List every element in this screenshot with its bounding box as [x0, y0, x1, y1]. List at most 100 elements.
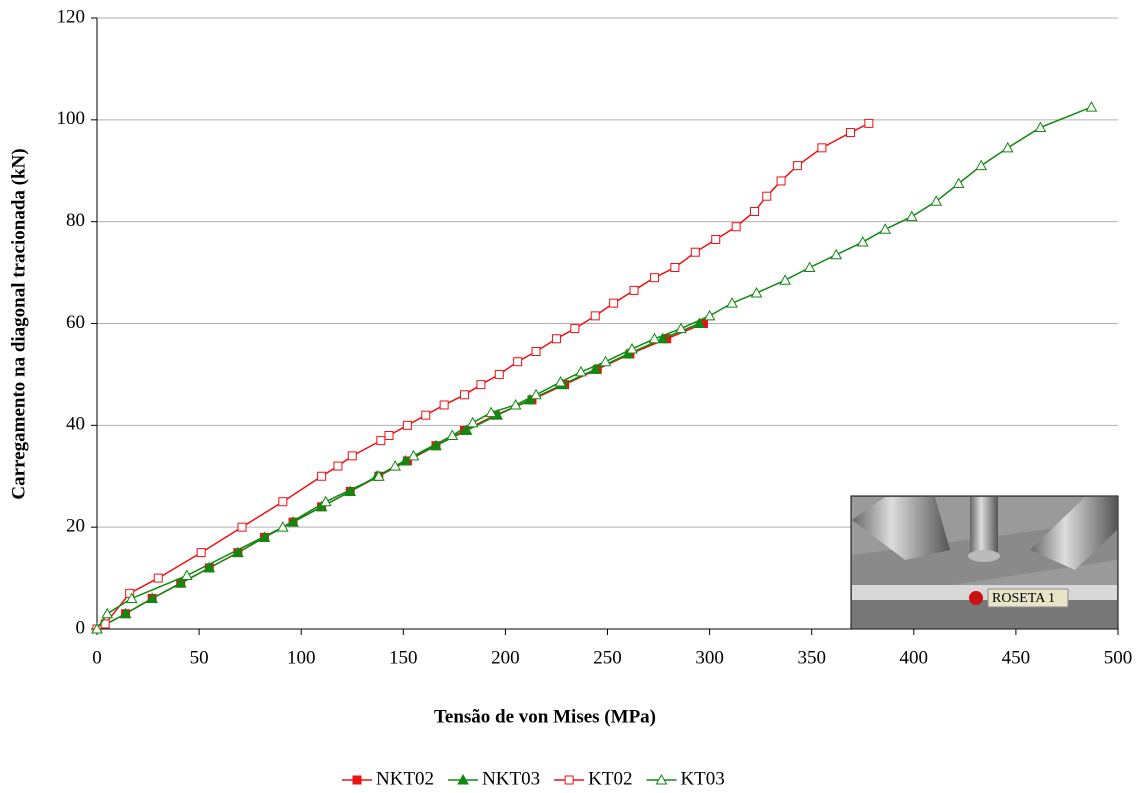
- legend-label: NKT02: [376, 768, 434, 789]
- legend-marker: [352, 775, 362, 785]
- x-tick-label: 0: [92, 647, 102, 668]
- marker: [91, 622, 103, 634]
- marker: [975, 159, 988, 171]
- marker: [879, 223, 892, 234]
- y-tick-label: 120: [57, 6, 86, 27]
- marker: [530, 388, 542, 400]
- marker: [180, 569, 193, 581]
- marker: [622, 348, 634, 359]
- legend-label: KT02: [588, 768, 632, 789]
- marker: [930, 195, 943, 206]
- marker: [589, 363, 602, 374]
- marker: [690, 247, 700, 257]
- marker: [648, 332, 661, 344]
- marker: [570, 324, 580, 334]
- y-tick-label: 100: [57, 108, 86, 129]
- marker: [372, 470, 385, 481]
- x-tick-label: 450: [1002, 647, 1031, 668]
- marker: [905, 210, 918, 222]
- marker: [750, 286, 763, 298]
- legend-marker: [564, 775, 574, 785]
- marker: [776, 176, 786, 186]
- legend-marker: [457, 773, 469, 785]
- marker: [439, 400, 449, 410]
- y-axis-title: Carregamento na diagonal tracionada (kN): [8, 148, 29, 499]
- marker: [485, 406, 497, 418]
- marker: [407, 449, 420, 461]
- marker: [864, 118, 874, 128]
- marker: [590, 311, 600, 321]
- marker: [703, 309, 716, 321]
- marker: [146, 592, 158, 603]
- marker: [830, 248, 843, 260]
- marker: [629, 285, 639, 295]
- x-tick-label: 150: [389, 647, 418, 668]
- marker: [101, 607, 114, 619]
- marker: [347, 451, 357, 461]
- marker: [389, 460, 401, 471]
- marker: [599, 355, 612, 367]
- y-tick-label: 80: [66, 210, 85, 231]
- marker: [1034, 121, 1047, 132]
- marker: [232, 546, 244, 558]
- x-tick-label: 350: [797, 647, 826, 668]
- series-line: [97, 322, 704, 629]
- marker: [384, 431, 394, 441]
- marker: [670, 262, 680, 272]
- marker: [460, 424, 473, 435]
- y-tick-label: 0: [76, 617, 86, 638]
- marker: [656, 332, 669, 344]
- marker: [125, 592, 138, 603]
- x-axis-title: Tensão de von Mises (MPa): [434, 706, 656, 727]
- marker: [276, 521, 289, 532]
- x-tick-label: 200: [491, 647, 520, 668]
- inset-image: ROSETA 1: [850, 495, 1119, 630]
- marker: [153, 573, 163, 583]
- x-tick-label: 500: [1104, 647, 1133, 668]
- x-tick-label: 400: [900, 647, 929, 668]
- marker: [446, 429, 459, 441]
- marker: [711, 234, 721, 244]
- x-tick-label: 300: [695, 647, 724, 668]
- marker: [779, 274, 792, 285]
- marker: [317, 471, 327, 481]
- marker: [575, 365, 587, 377]
- marker: [609, 298, 619, 308]
- marker: [551, 334, 561, 344]
- marker: [750, 206, 760, 216]
- series-line: [97, 322, 700, 629]
- marker: [554, 376, 567, 387]
- marker: [319, 495, 332, 507]
- marker: [421, 410, 431, 420]
- marker: [174, 577, 187, 588]
- marker: [856, 236, 869, 247]
- marker: [196, 548, 206, 558]
- marker: [762, 191, 772, 201]
- marker: [817, 143, 827, 153]
- marker: [278, 497, 288, 507]
- marker: [803, 261, 816, 272]
- x-tick-label: 100: [287, 647, 316, 668]
- legend-marker: [655, 773, 668, 785]
- marker: [466, 416, 479, 428]
- x-tick-label: 50: [190, 647, 209, 668]
- marker: [675, 322, 687, 334]
- marker: [726, 297, 738, 308]
- marker: [203, 561, 216, 573]
- x-tick-label: 250: [593, 647, 622, 668]
- marker: [626, 342, 638, 354]
- marker: [509, 398, 522, 410]
- y-tick-label: 20: [66, 516, 85, 537]
- marker: [1001, 141, 1014, 153]
- marker: [649, 273, 659, 283]
- marker: [693, 317, 706, 328]
- marker: [494, 369, 504, 379]
- marker: [531, 347, 541, 357]
- marker: [402, 420, 412, 430]
- marker: [376, 436, 386, 446]
- y-tick-label: 40: [66, 414, 85, 435]
- marker: [333, 461, 343, 471]
- marker: [845, 128, 855, 138]
